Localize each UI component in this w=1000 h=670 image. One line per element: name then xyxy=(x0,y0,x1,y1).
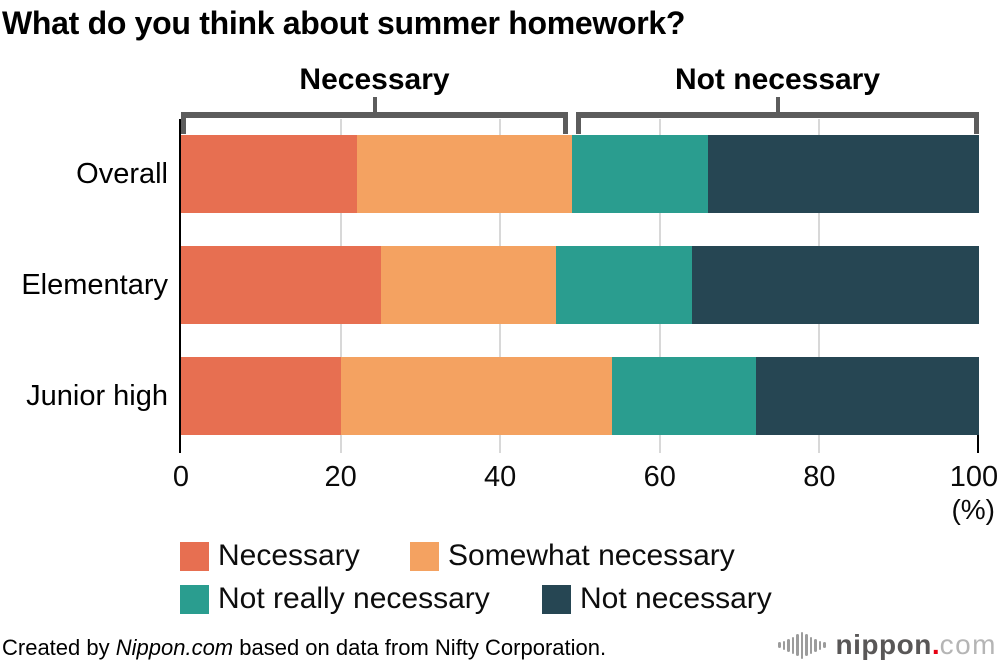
credit-line: Created by Nippon.com based on data from… xyxy=(2,635,606,661)
wave-bar xyxy=(809,636,813,654)
bracket-stem-not-necessary xyxy=(775,97,780,112)
wave-bar xyxy=(796,634,799,656)
legend-swatch-somewhat-necessary xyxy=(410,541,439,571)
bar-segment-overall-not-necessary xyxy=(707,135,979,213)
legend-item-necessary: Necessary xyxy=(180,541,360,571)
x-tick-label-60: 60 xyxy=(643,461,676,493)
legend-label-somewhat-necessary: Somewhat necessary xyxy=(448,539,735,572)
credit-source: Nippon.com xyxy=(115,635,234,660)
x-axis-end-tick xyxy=(977,435,979,453)
logo-name: nippon xyxy=(835,629,932,660)
nippon-logo: nippon. com xyxy=(778,627,997,663)
x-tick-label-80: 80 xyxy=(803,461,836,493)
bracket-right-tick-not-necessary xyxy=(974,112,979,134)
wave-bar xyxy=(818,640,822,650)
group-label-necessary: Necessary xyxy=(299,63,450,96)
bar-segment-elementary-not-necessary xyxy=(691,246,979,324)
bracket-right-tick-necessary xyxy=(563,112,569,134)
wave-bar xyxy=(787,638,790,652)
group-label-not-necessary: Not necessary xyxy=(674,63,881,96)
legend-item-not-really-necessary: Not really necessary xyxy=(180,584,490,614)
wave-bar xyxy=(805,634,808,656)
bracket-left-tick-necessary xyxy=(181,112,186,134)
bracket-left-tick-not-necessary xyxy=(576,112,582,134)
wave-bar xyxy=(800,631,804,659)
bracket-bar-necessary xyxy=(181,112,569,118)
wave-bar xyxy=(823,642,826,648)
bar-segment-elementary-not-really-necessary xyxy=(556,246,692,324)
category-label-elementary: Elementary xyxy=(21,268,168,301)
bar-segment-overall-necessary xyxy=(181,135,357,213)
legend-item-not-necessary: Not necessary xyxy=(542,584,772,614)
chart-title: What do you think about summer homework? xyxy=(2,5,686,41)
legend-label-not-necessary: Not necessary xyxy=(580,582,772,615)
legend-swatch-necessary xyxy=(180,541,209,571)
bar-segment-overall-not-really-necessary xyxy=(572,135,708,213)
bracket-stem-necessary xyxy=(372,97,377,112)
wave-bar xyxy=(814,638,817,652)
bar-segment-junior-high-somewhat-necessary xyxy=(340,357,612,435)
x-tick-label-0: 0 xyxy=(172,461,190,493)
bar-segment-elementary-somewhat-necessary xyxy=(380,246,557,324)
legend-label-necessary: Necessary xyxy=(218,539,360,572)
bar-segment-junior-high-not-necessary xyxy=(755,357,979,435)
legend-label-not-really-necessary: Not really necessary xyxy=(218,582,490,615)
y-axis-line xyxy=(179,119,181,453)
legend-item-somewhat-necessary: Somewhat necessary xyxy=(410,541,735,571)
x-axis-unit-label: (%) xyxy=(951,494,995,525)
bar-segment-junior-high-necessary xyxy=(181,357,341,435)
bracket-bar-not-necessary xyxy=(576,112,979,118)
bar-segment-elementary-necessary xyxy=(181,246,381,324)
bar-segment-overall-somewhat-necessary xyxy=(356,135,572,213)
x-tick-label-40: 40 xyxy=(484,461,517,493)
wave-bar xyxy=(778,642,781,648)
x-tick-label-100: 100 xyxy=(949,461,999,493)
x-tick-label-20: 20 xyxy=(324,461,357,493)
bar-segment-junior-high-not-really-necessary xyxy=(611,357,756,435)
category-label-overall: Overall xyxy=(76,157,168,190)
logo-tld: com xyxy=(939,629,997,660)
legend-swatch-not-necessary xyxy=(542,584,571,614)
audio-waveform-icon xyxy=(778,629,826,661)
category-label-junior-high: Junior high xyxy=(26,379,168,412)
legend-swatch-not-really-necessary xyxy=(180,584,209,614)
logo-dot: . xyxy=(931,629,940,660)
wave-bar xyxy=(782,640,786,650)
wave-bar xyxy=(791,636,795,654)
credit-prefix: Created by xyxy=(2,635,116,660)
credit-suffix: based on data from Nifty Corporation. xyxy=(233,635,607,660)
